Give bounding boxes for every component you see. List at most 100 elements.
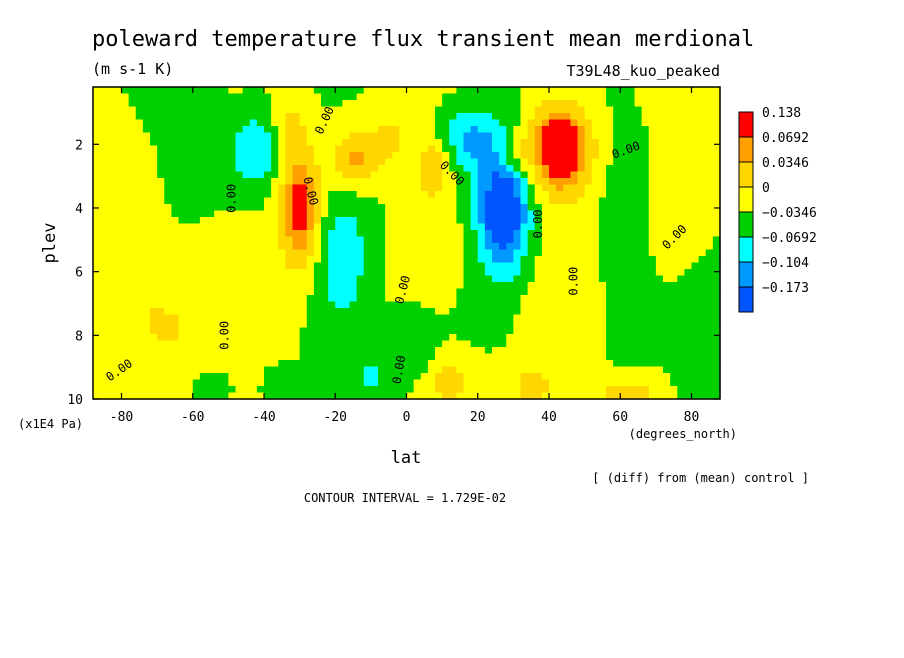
field-cell [342,288,351,296]
field-cell [285,295,294,303]
field-cell [335,204,343,212]
field-cell [698,204,707,212]
field-cell [698,217,707,225]
field-cell [321,386,329,394]
field-cell [456,106,465,114]
field-cell [606,282,614,290]
field-cell [627,373,636,381]
field-cell [406,256,415,264]
field-cell [549,191,557,199]
field-cell [207,139,215,147]
field-cell [171,87,180,95]
field-cell [356,269,365,277]
field-cell [556,223,564,231]
field-cell [214,158,222,166]
field-cell [456,158,465,166]
field-cell [150,301,158,309]
field-cell [435,197,443,205]
field-cell [342,139,351,147]
field-cell [121,288,130,296]
field-cell [584,197,593,205]
field-cell [192,184,201,192]
field-cell [477,106,486,114]
field-cell [192,256,201,264]
field-cell [627,191,636,199]
field-cell [135,366,144,374]
field-cell [356,113,365,121]
field-cell [513,321,522,329]
field-cell [691,256,700,264]
field-cell [271,113,279,121]
field-cell [413,178,422,186]
field-cell [655,165,664,173]
field-cell [249,236,258,244]
field-cell [292,373,301,381]
field-cell [549,295,557,303]
field-cell [442,132,450,140]
field-cell [142,386,151,394]
field-cell [477,217,486,225]
field-cell [506,87,514,95]
field-cell [470,171,479,179]
contour-label: 0.00 [225,184,239,213]
field-cell [427,288,436,296]
field-cell [128,314,137,322]
field-cell [563,139,571,147]
field-cell [249,100,258,108]
field-cell [705,308,714,316]
field-cell [663,392,671,400]
field-cell [577,249,586,257]
field-cell [228,256,237,264]
field-cell [306,93,315,101]
field-cell [641,327,650,335]
field-cell [549,126,557,134]
field-cell [178,360,187,368]
field-cell [164,87,172,95]
field-cell [328,249,336,257]
field-cell [107,87,115,95]
field-cell [370,191,379,199]
field-cell [634,301,643,309]
field-cell [178,262,187,270]
field-cell [698,210,707,218]
field-cell [698,392,707,400]
field-cell [477,132,486,140]
field-cell [221,366,229,374]
field-cell [577,223,586,231]
field-cell [399,366,408,374]
field-cell [185,93,194,101]
field-cell [712,360,721,368]
field-cell [256,236,265,244]
field-cell [527,392,536,400]
field-cell [570,366,579,374]
field-cell [620,93,628,101]
field-cell [178,93,187,101]
field-cell [235,379,244,387]
field-cell [292,191,301,199]
field-cell [613,126,621,134]
field-cell [677,360,685,368]
field-cell [356,243,365,251]
field-cell [370,386,379,394]
field-cell [427,93,436,101]
field-cell [264,366,272,374]
field-cell [477,93,486,101]
field-cell [634,204,643,212]
field-cell [563,366,571,374]
field-cell [520,379,529,387]
field-cell [313,379,322,387]
field-cell [606,256,614,264]
field-cell [556,249,564,257]
field-cell [271,191,279,199]
field-cell [705,113,714,121]
field-cell [392,87,400,95]
field-cell [591,282,600,290]
field-cell [620,243,628,251]
field-cell [613,301,621,309]
field-cell [663,171,671,179]
field-cell [128,171,137,179]
field-cell [712,249,721,257]
field-cell [385,210,393,218]
field-cell [370,165,379,173]
field-cell [698,262,707,270]
